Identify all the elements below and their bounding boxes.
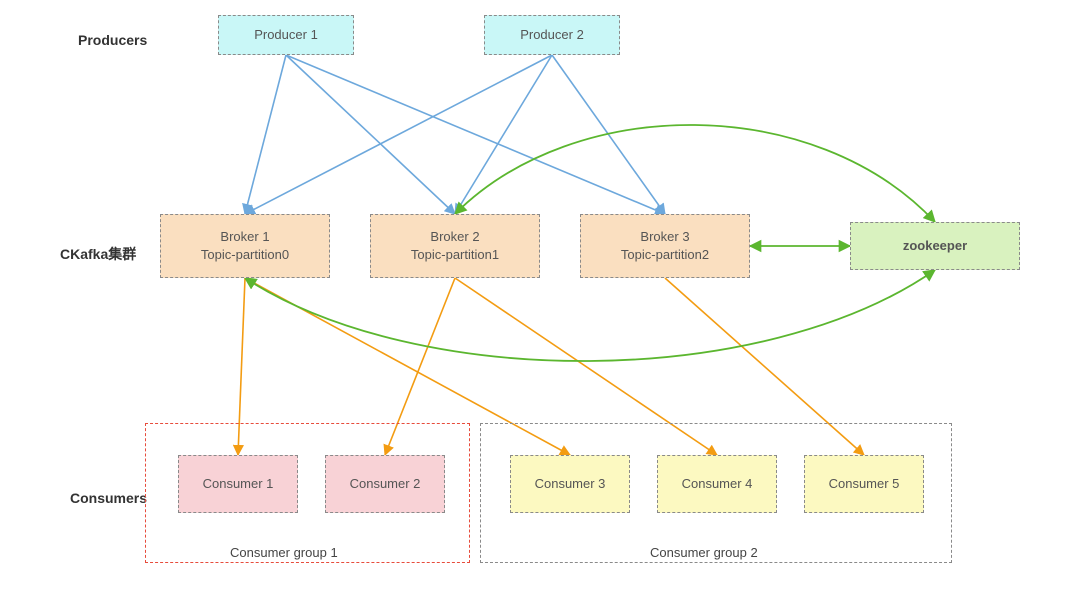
edge-p2-b1 — [245, 55, 552, 214]
edge-p2-b2 — [455, 55, 552, 214]
node-label: Broker 1 — [220, 228, 269, 246]
node-label: Producer 1 — [254, 26, 318, 44]
node-producer-1: Producer 1 — [218, 15, 354, 55]
edge-p1-b3 — [286, 55, 665, 214]
node-label: Topic-partition1 — [411, 246, 499, 264]
row-label-lbl-ckafka: CKafka集群 — [60, 244, 136, 264]
node-broker-3: Broker 3Topic-partition2 — [580, 214, 750, 278]
node-label: Producer 2 — [520, 26, 584, 44]
row-label-lbl-consumers: Consumers — [70, 490, 147, 506]
node-label: Broker 2 — [430, 228, 479, 246]
edge-p1-b2 — [286, 55, 455, 214]
group-consumer-group-2 — [480, 423, 952, 563]
edge-b2-zk — [455, 125, 935, 222]
node-producer-2: Producer 2 — [484, 15, 620, 55]
group-label-consumer-group-2: Consumer group 2 — [650, 545, 758, 560]
group-consumer-group-1 — [145, 423, 470, 563]
edge-b1-zk — [245, 270, 935, 361]
node-label: Broker 3 — [640, 228, 689, 246]
node-label: zookeeper — [903, 237, 967, 255]
node-label: Topic-partition2 — [621, 246, 709, 264]
row-label-lbl-producers: Producers — [78, 32, 147, 48]
node-zookeeper: zookeeper — [850, 222, 1020, 270]
group-label-consumer-group-1: Consumer group 1 — [230, 545, 338, 560]
node-broker-2: Broker 2Topic-partition1 — [370, 214, 540, 278]
edge-p1-b1 — [245, 55, 286, 214]
edge-p2-b3 — [552, 55, 665, 214]
node-broker-1: Broker 1Topic-partition0 — [160, 214, 330, 278]
node-label: Topic-partition0 — [201, 246, 289, 264]
